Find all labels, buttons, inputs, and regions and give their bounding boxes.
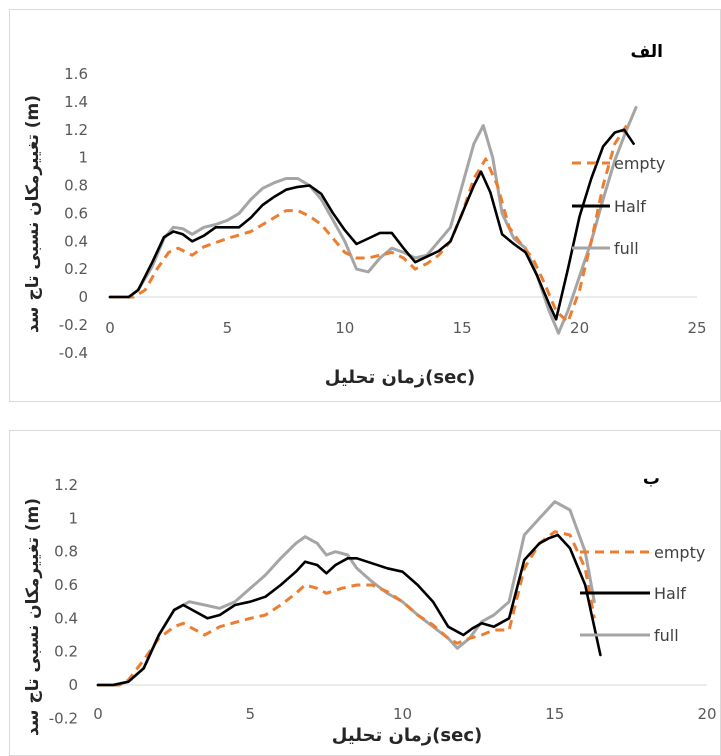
y-tick-label: -0.2 [59, 316, 88, 334]
y-tick-label: 0 [78, 288, 88, 306]
legend-label-full: full [614, 239, 639, 258]
x-tick-label: 15 [545, 705, 564, 723]
x-tick-label: 5 [245, 705, 255, 723]
y-tick-label: 0.4 [64, 232, 88, 250]
x-ticks-a: 0 5 10 15 20 25 [105, 319, 706, 337]
y-tick-label: 1.4 [64, 93, 88, 111]
y-tick-label: 1.2 [54, 476, 78, 494]
x-ticks-b: 0 5 10 15 20 [93, 705, 716, 723]
y-tick-label: 1.6 [64, 65, 88, 83]
panel-label-a: الف [631, 42, 663, 62]
y-tick-label: -0.4 [59, 344, 88, 362]
series-line-full [108, 106, 638, 335]
panel-label-b: ب [643, 469, 660, 489]
x-tick-label: 15 [453, 319, 472, 337]
series-lines-a [108, 106, 638, 335]
y-tick-label: 0.6 [54, 576, 78, 594]
legend-a: empty Half full [572, 154, 665, 258]
x-axis-label-b: زمان تحلیل(sec) [332, 725, 482, 746]
chart-panel-b: ب تغییرمکان نسبی تاج سد (m) زمان تحلیل(s… [23, 469, 717, 746]
legend-label-empty: empty [654, 543, 705, 562]
y-ticks-b: -0.2 0 0.2 0.4 0.6 0.8 1 1.2 [49, 476, 78, 727]
y-tick-label: 0.8 [54, 543, 78, 561]
x-tick-label: 5 [223, 319, 233, 337]
y-tick-label: 0 [68, 676, 78, 694]
legend-label-half: Half [654, 584, 686, 603]
series-line-empty [98, 530, 596, 687]
y-tick-label: 1 [78, 149, 88, 167]
y-axis-label-a: تغییرمکان نسبی تاج سد (m) [23, 95, 43, 333]
legend-b: empty Half full [580, 543, 705, 645]
x-tick-label: 20 [697, 705, 716, 723]
series-line-half [108, 128, 635, 321]
x-tick-label: 10 [335, 319, 354, 337]
x-axis-label-a: زمان تحلیل(sec) [325, 367, 475, 388]
series-line-half [96, 533, 602, 687]
legend-label-empty: empty [614, 154, 665, 173]
x-tick-label: 20 [570, 319, 589, 337]
y-tick-label: 0.4 [54, 609, 78, 627]
chart-panel-a: الف تغییرمکان نسبی تاج سد (m) زمان تحلیل… [23, 42, 707, 388]
y-tick-label: -0.2 [49, 709, 78, 727]
y-tick-label: 0.8 [64, 177, 88, 195]
x-tick-label: 0 [105, 319, 115, 337]
series-line-empty [110, 124, 628, 324]
y-tick-label: 1 [68, 509, 78, 527]
x-tick-label: 0 [93, 705, 103, 723]
y-tick-label: 0.2 [54, 643, 78, 661]
x-tick-label: 25 [687, 319, 706, 337]
y-tick-label: 0.2 [64, 260, 88, 278]
y-tick-label: 0.6 [64, 204, 88, 222]
x-tick-label: 10 [393, 705, 412, 723]
series-lines-b [96, 500, 602, 687]
y-ticks-a: -0.4 -0.2 0 0.2 0.4 0.6 0.8 1 1.2 1.4 1.6 [59, 65, 88, 362]
y-tick-label: 1.2 [64, 121, 88, 139]
y-axis-label-b: تغییرمکان نسبی تاج سد (m) [23, 498, 43, 736]
legend-label-full: full [654, 626, 679, 645]
legend-label-half: Half [614, 197, 646, 216]
series-line-full [96, 500, 596, 687]
